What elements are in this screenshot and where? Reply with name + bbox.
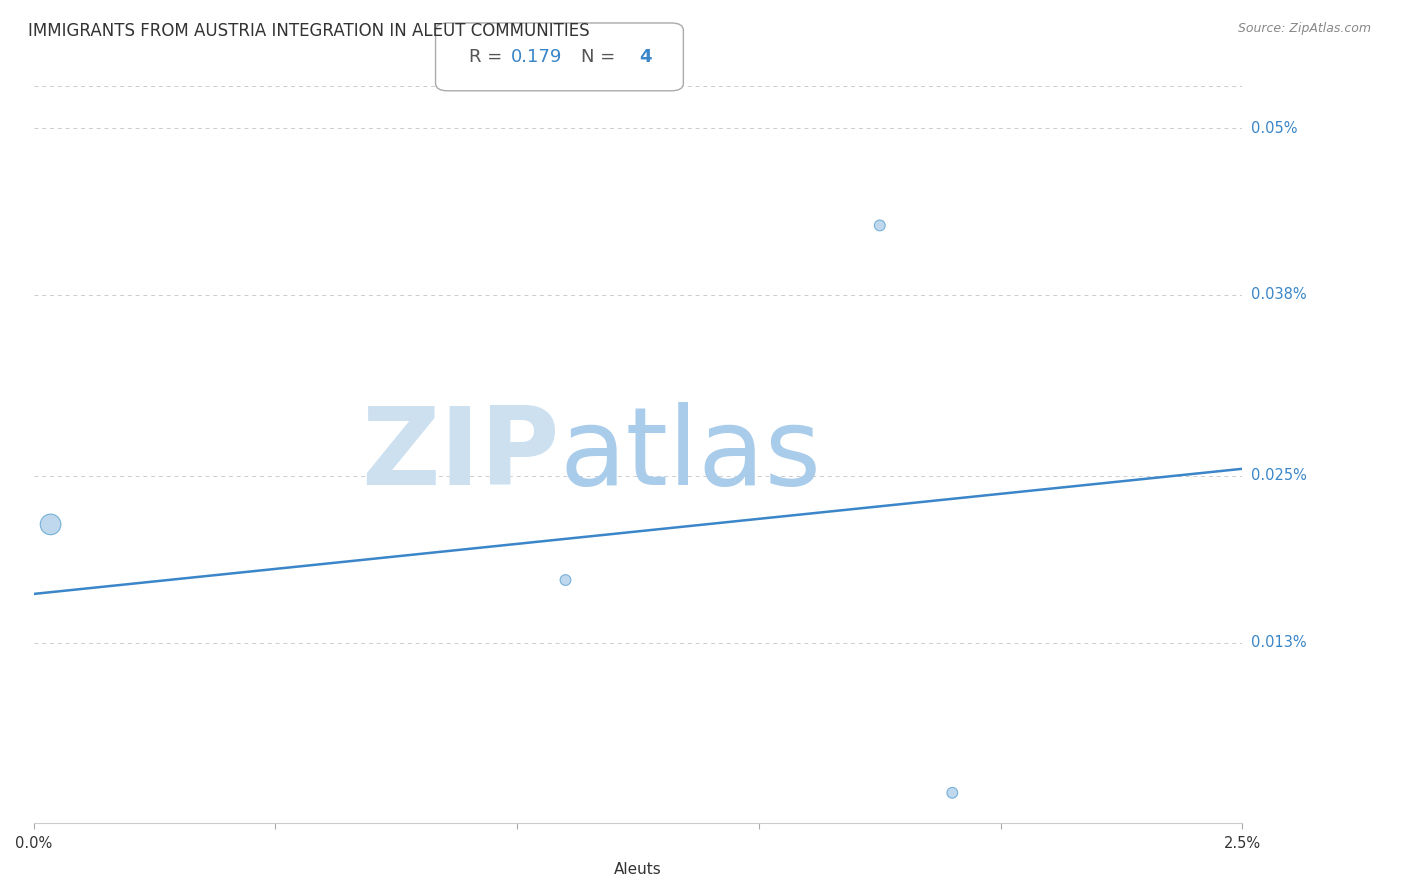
Text: IMMIGRANTS FROM AUSTRIA INTEGRATION IN ALEUT COMMUNITIES: IMMIGRANTS FROM AUSTRIA INTEGRATION IN A… [28,22,589,40]
Text: 4: 4 [640,48,652,66]
Point [869,219,891,233]
Text: 0.013%: 0.013% [1251,635,1306,650]
Point [554,573,576,587]
FancyBboxPatch shape [436,23,683,91]
Text: N =: N = [581,48,621,66]
Text: ZIP: ZIP [361,402,560,508]
Text: 0.025%: 0.025% [1251,468,1306,483]
Text: 0.038%: 0.038% [1251,287,1306,302]
X-axis label: Aleuts: Aleuts [614,862,662,877]
Point [941,786,963,800]
Text: 0.179: 0.179 [512,48,562,66]
Text: R =: R = [468,48,508,66]
Text: Source: ZipAtlas.com: Source: ZipAtlas.com [1237,22,1371,36]
Text: 0.05%: 0.05% [1251,120,1298,136]
Point [39,517,62,532]
Text: atlas: atlas [560,402,821,508]
